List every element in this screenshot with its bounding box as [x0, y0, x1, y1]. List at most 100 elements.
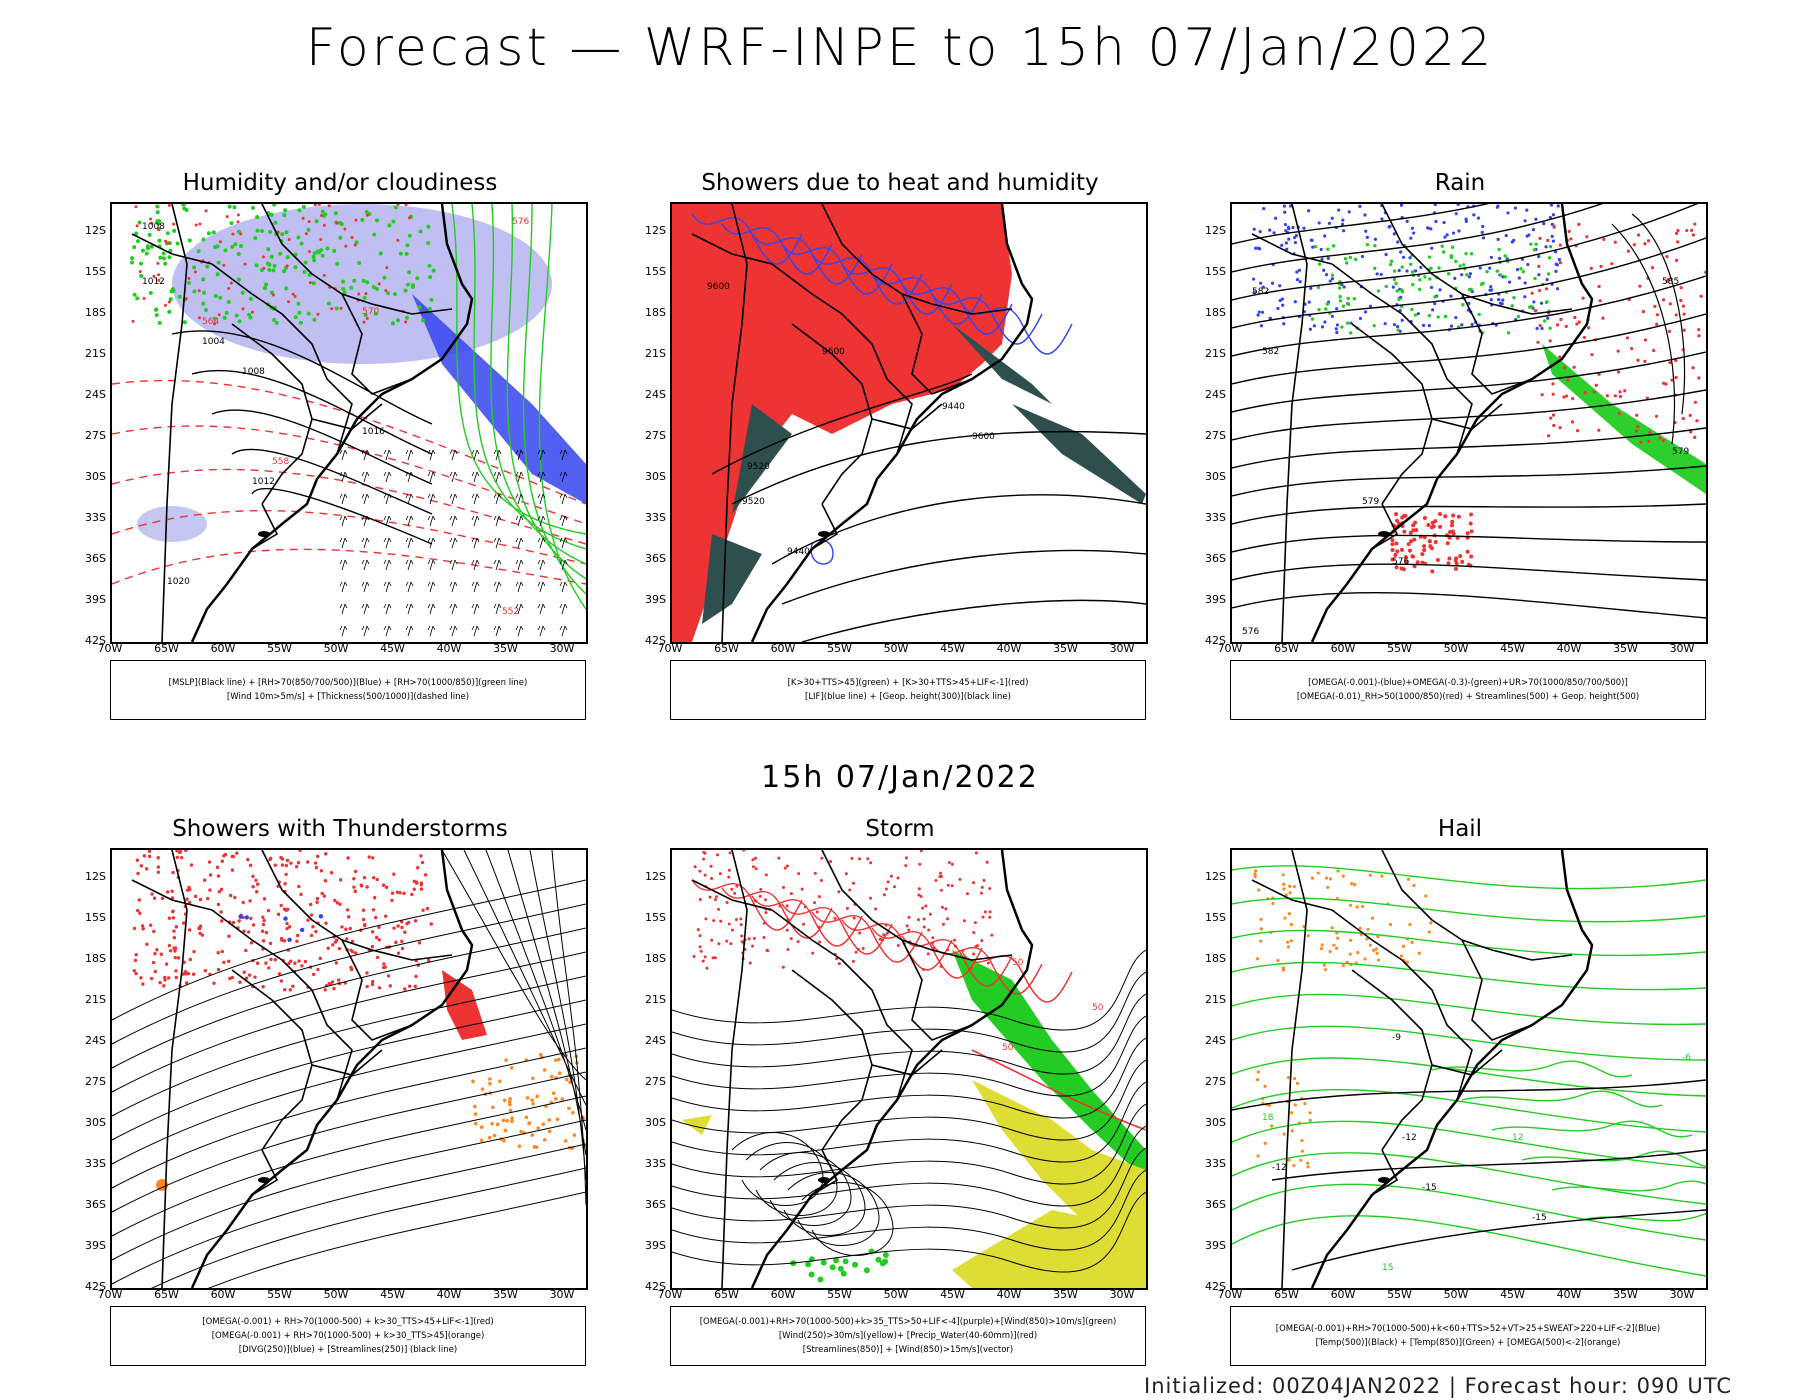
- lat-tick-label: 36S: [645, 552, 666, 565]
- lon-tick-label: 55W: [267, 1288, 292, 1301]
- map-svg: 9600 9600 9520 9440 9520 9600 9440: [672, 204, 1146, 642]
- lon-tick-label: 35W: [1613, 1288, 1638, 1301]
- lat-tick-label: 24S: [1205, 1034, 1226, 1047]
- lon-tick-label: 40W: [1556, 1288, 1582, 1301]
- svg-text:-15: -15: [1422, 1183, 1437, 1193]
- lat-tick-label: 30S: [645, 470, 666, 483]
- lon-tick-label: 55W: [827, 1288, 852, 1301]
- lat-tick-label: 24S: [645, 1034, 666, 1047]
- map-svg: 50 50 50: [672, 850, 1146, 1288]
- svg-text:9600: 9600: [707, 282, 730, 292]
- lat-tick-label: 39S: [1205, 1239, 1226, 1252]
- legend-line: [OMEGA(-0.001)+RH>70(1000-500)+k<60+TTS>…: [1275, 1324, 1661, 1334]
- svg-text:576: 576: [1242, 627, 1259, 637]
- lon-tick-label: 45W: [380, 1288, 405, 1301]
- lon-tick-label: 60W: [210, 1288, 236, 1301]
- lon-tick-label: 50W: [883, 1288, 909, 1301]
- lon-tick-label: 60W: [210, 642, 236, 655]
- lat-tick-label: 30S: [85, 1116, 106, 1129]
- lat-tick-label: 15S: [1205, 265, 1226, 278]
- panel-title: Showers with Thunderstorms: [172, 816, 508, 842]
- svg-text:582: 582: [1262, 347, 1279, 357]
- panel-title: Storm: [865, 816, 935, 842]
- lat-tick-label: 39S: [85, 1239, 106, 1252]
- map-plot-area: 9600 9600 9520 9440 9520 9600 9440: [670, 202, 1148, 644]
- svg-text:1012: 1012: [142, 277, 165, 287]
- lon-tick-label: 45W: [1500, 642, 1525, 655]
- lat-tick-label: 15S: [85, 265, 106, 278]
- panel-title: Rain: [1434, 170, 1486, 196]
- svg-text:50: 50: [1012, 958, 1024, 968]
- lat-tick-label: 42S: [85, 1280, 106, 1293]
- rain-panel: Rain 12S 15S 18S 21S 24S 27S 30S 33S 36S 39S 42S 70W…: [1180, 170, 1740, 730]
- lat-tick-label: 21S: [85, 993, 106, 1006]
- svg-text:582: 582: [1252, 287, 1269, 297]
- lat-tick-label: 27S: [85, 1075, 106, 1088]
- lat-tick-label: 12S: [1205, 870, 1226, 883]
- lat-tick-label: 21S: [1205, 347, 1226, 360]
- svg-text:15: 15: [1382, 1263, 1393, 1273]
- svg-text:-15: -15: [1532, 1213, 1547, 1223]
- svg-text:-6: -6: [1682, 1053, 1691, 1063]
- lon-tick-label: 45W: [940, 1288, 965, 1301]
- lat-tick-label: 42S: [1205, 634, 1226, 647]
- lon-tick-label: 50W: [323, 642, 349, 655]
- svg-text:564: 564: [202, 317, 219, 327]
- init-footer: Initialized: 00Z04JAN2022 | Forecast hou…: [1144, 1374, 1732, 1398]
- lon-tick-label: 65W: [1274, 642, 1299, 655]
- legend-line: [OMEGA(-0.001)-(blue)+OMEGA(-0.3)-(green…: [1308, 678, 1628, 688]
- lat-tick-label: 30S: [1205, 470, 1226, 483]
- lat-tick-label: 39S: [645, 593, 666, 606]
- svg-text:576: 576: [512, 217, 529, 227]
- lon-tick-label: 55W: [1387, 642, 1412, 655]
- svg-text:1008: 1008: [142, 222, 165, 232]
- lon-tick-label: 55W: [1387, 1288, 1412, 1301]
- lat-tick-label: 39S: [85, 593, 106, 606]
- lat-tick-label: 24S: [1205, 388, 1226, 401]
- lon-tick-label: 55W: [267, 642, 292, 655]
- svg-text:9600: 9600: [972, 432, 995, 442]
- lon-tick-label: 30W: [1109, 1288, 1135, 1301]
- valid-time-subtitle: 15h 07/Jan/2022: [761, 760, 1039, 795]
- lat-tick-label: 42S: [85, 634, 106, 647]
- lat-tick-label: 21S: [645, 993, 666, 1006]
- lon-tick-label: 70W: [1217, 642, 1243, 655]
- lat-tick-label: 33S: [1205, 511, 1226, 524]
- lat-tick-label: 15S: [85, 911, 106, 924]
- lon-tick-label: 50W: [1443, 1288, 1469, 1301]
- map-plot-area: 50 50 50: [670, 848, 1148, 1290]
- lat-tick-label: 27S: [645, 1075, 666, 1088]
- svg-text:18: 18: [1262, 1113, 1274, 1123]
- lon-tick-label: 40W: [1556, 642, 1582, 655]
- lat-tick-label: 24S: [645, 388, 666, 401]
- svg-text:558: 558: [272, 457, 289, 467]
- hail-panel: Hail 12S 15S 18S 21S 24S 27S 30S 33S 36S 39S 42S 70W…: [1180, 816, 1740, 1376]
- map-plot-area: 585 582 579 576 582 579 576: [1230, 202, 1708, 644]
- lon-tick-label: 45W: [380, 642, 405, 655]
- lat-tick-label: 15S: [645, 911, 666, 924]
- legend-line: [Streamlines(850)] + [Wind(850)>15m/s](v…: [802, 1345, 1014, 1355]
- svg-text:50: 50: [1092, 1003, 1104, 1013]
- lon-tick-label: 50W: [1443, 642, 1469, 655]
- legend-line: [Wind(250)>30m/s](yellow)+ [Precip_Water…: [778, 1331, 1038, 1341]
- lat-tick-label: 15S: [1205, 911, 1226, 924]
- lat-tick-label: 18S: [85, 306, 106, 319]
- lon-tick-label: 45W: [940, 642, 965, 655]
- lat-tick-label: 42S: [645, 634, 666, 647]
- map-svg: 585 582 579 576 582 579 576: [1232, 204, 1706, 642]
- lat-tick-label: 42S: [645, 1280, 666, 1293]
- lat-tick-label: 30S: [85, 470, 106, 483]
- lon-tick-label: 30W: [549, 1288, 575, 1301]
- lon-tick-label: 70W: [97, 1288, 123, 1301]
- lon-tick-label: 40W: [436, 642, 462, 655]
- legend-box: [OMEGA(-0.001)+RH>70(1000-500)+k>35_TTS>…: [670, 1306, 1146, 1366]
- lat-tick-label: 33S: [645, 1157, 666, 1170]
- lat-tick-label: 27S: [1205, 1075, 1226, 1088]
- lat-tick-label: 15S: [645, 265, 666, 278]
- lat-tick-label: 12S: [85, 224, 106, 237]
- svg-text:579: 579: [1672, 447, 1689, 457]
- lat-tick-label: 24S: [85, 388, 106, 401]
- lat-tick-label: 21S: [645, 347, 666, 360]
- legend-box: [K>30+TTS>45](green) + [K>30+TTS>45+LIF<…: [670, 660, 1146, 720]
- lat-tick-label: 36S: [1205, 552, 1226, 565]
